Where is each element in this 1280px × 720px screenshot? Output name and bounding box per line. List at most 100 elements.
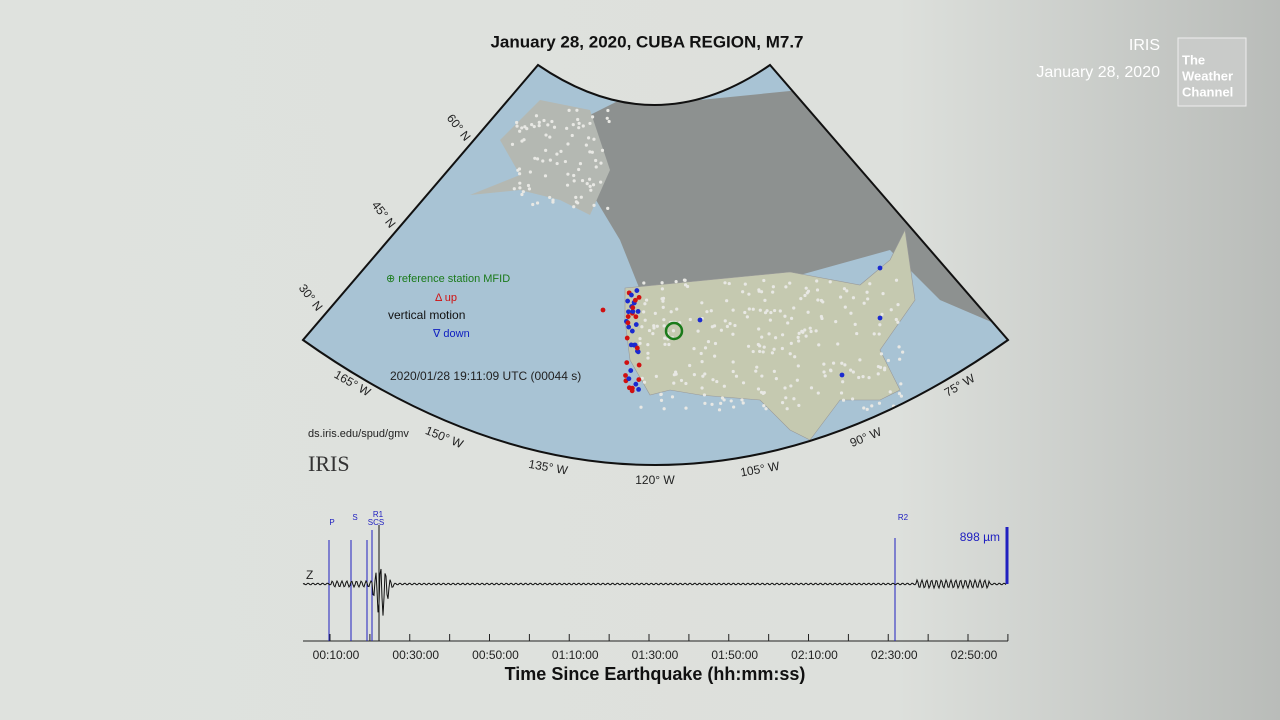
station — [555, 152, 559, 156]
station — [769, 310, 773, 315]
station — [713, 354, 717, 358]
station — [522, 138, 526, 142]
station — [537, 123, 541, 128]
station — [639, 405, 643, 409]
station — [889, 308, 893, 312]
station — [567, 108, 571, 112]
station — [643, 302, 647, 306]
station — [788, 352, 792, 356]
station — [881, 292, 885, 296]
station — [634, 345, 640, 351]
station — [883, 368, 887, 372]
station — [515, 124, 519, 128]
station — [839, 391, 844, 395]
station — [572, 179, 576, 183]
x-tick-label: 01:50:00 — [711, 648, 758, 662]
amplitude-scale: 898 µm — [960, 530, 1000, 544]
station — [705, 310, 709, 314]
station — [771, 290, 775, 294]
station — [636, 386, 641, 392]
station — [828, 280, 832, 284]
timestamp: 2020/01/28 19:11:09 UTC (00044 s) — [390, 369, 581, 383]
station — [780, 333, 785, 337]
station — [821, 300, 825, 304]
station — [692, 373, 696, 377]
station — [527, 187, 532, 191]
station — [703, 346, 708, 350]
station — [849, 311, 853, 315]
station — [636, 362, 642, 368]
station — [683, 278, 687, 282]
station — [850, 397, 855, 401]
station — [548, 135, 552, 139]
station — [786, 321, 790, 325]
station — [789, 341, 793, 345]
station — [546, 123, 550, 127]
station — [588, 121, 592, 126]
station — [600, 307, 606, 313]
station — [672, 381, 676, 385]
station — [701, 374, 705, 378]
station — [894, 317, 898, 322]
source-label: IRIS — [1129, 37, 1160, 54]
station — [590, 115, 595, 119]
station — [808, 326, 812, 330]
station — [684, 381, 688, 386]
station — [877, 265, 883, 271]
station — [542, 118, 546, 123]
station — [855, 331, 859, 336]
station — [575, 108, 579, 112]
station — [815, 279, 819, 283]
station — [722, 384, 726, 388]
station — [877, 315, 883, 321]
station — [566, 142, 570, 146]
station — [661, 299, 665, 303]
station — [784, 396, 788, 400]
station — [783, 386, 787, 390]
station — [623, 373, 628, 378]
station — [565, 183, 570, 187]
phase-label: R1 — [373, 510, 384, 519]
station — [792, 397, 796, 401]
station — [770, 351, 775, 355]
station — [715, 379, 719, 384]
station — [772, 347, 776, 351]
station — [743, 282, 747, 286]
component-label: Z — [306, 568, 313, 582]
station — [836, 342, 840, 346]
station — [566, 172, 570, 176]
station — [679, 378, 684, 383]
station — [533, 156, 537, 160]
station — [740, 398, 744, 402]
station — [799, 297, 803, 301]
station — [796, 335, 800, 339]
station — [851, 370, 855, 374]
station — [897, 392, 902, 396]
phase-label: P — [329, 518, 334, 527]
station — [625, 320, 631, 326]
station — [646, 351, 650, 355]
station — [537, 120, 541, 124]
station — [703, 401, 707, 405]
station — [642, 281, 646, 285]
station — [785, 407, 789, 411]
station — [834, 319, 838, 324]
station — [823, 374, 827, 378]
station — [570, 133, 574, 138]
station — [563, 159, 568, 164]
station — [877, 332, 881, 336]
station — [700, 301, 704, 305]
station — [758, 308, 762, 312]
station — [659, 398, 664, 403]
station — [669, 310, 673, 314]
station — [725, 299, 729, 303]
station — [763, 311, 768, 315]
station — [899, 382, 903, 386]
station — [843, 305, 847, 309]
legend-reference: ⊕ reference station MFID — [386, 273, 510, 285]
station — [594, 158, 598, 163]
station — [532, 125, 536, 129]
station — [804, 334, 808, 338]
waveform — [302, 568, 1007, 616]
x-tick-label: 02:30:00 — [871, 648, 918, 662]
